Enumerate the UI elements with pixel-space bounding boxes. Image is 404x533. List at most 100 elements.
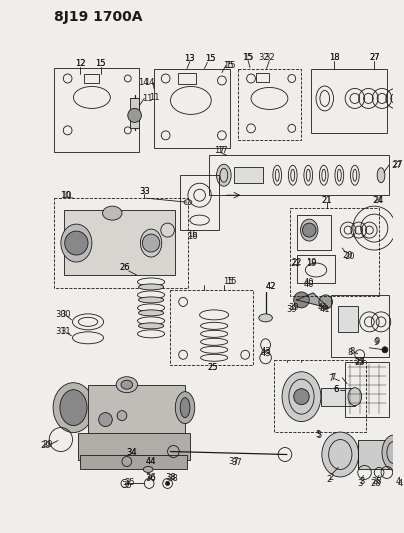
Polygon shape [297,293,328,308]
Bar [338,306,358,332]
Text: 23: 23 [354,358,365,367]
Text: 9: 9 [375,337,380,346]
Text: 27: 27 [369,53,380,62]
Ellipse shape [141,229,162,257]
Bar [64,210,175,275]
Text: 17: 17 [217,146,227,155]
Bar [345,362,389,417]
Text: 16: 16 [187,231,198,240]
Ellipse shape [175,392,195,424]
Text: 15: 15 [95,59,106,68]
Bar [130,99,139,128]
Text: 9: 9 [374,338,379,348]
Bar [209,155,389,195]
Circle shape [142,234,160,252]
Text: 24: 24 [374,196,384,205]
Ellipse shape [180,398,190,417]
Text: 7: 7 [330,373,335,382]
Text: 22: 22 [291,257,302,266]
Circle shape [294,292,309,308]
Text: 27: 27 [393,160,403,169]
Text: 5: 5 [316,430,321,439]
Text: 6: 6 [334,385,339,394]
Text: 24: 24 [372,196,383,205]
Text: 15: 15 [205,54,215,63]
Ellipse shape [259,314,272,322]
Text: 27: 27 [392,161,402,170]
Text: 13: 13 [185,54,195,63]
Text: 43: 43 [260,348,271,356]
Text: 20: 20 [343,251,354,260]
Bar [54,68,139,152]
Text: 15: 15 [243,53,253,62]
Circle shape [117,410,127,421]
Text: 29: 29 [40,441,50,450]
Ellipse shape [143,466,153,472]
Circle shape [128,108,141,123]
Ellipse shape [322,432,359,477]
Ellipse shape [139,297,164,303]
Bar [290,208,379,296]
Bar [297,215,330,250]
Text: 38: 38 [167,474,178,483]
Text: 11: 11 [142,94,152,103]
Bar [234,167,263,183]
Bar [256,72,269,83]
Text: 15: 15 [223,278,234,286]
Ellipse shape [382,435,404,470]
Text: 12: 12 [75,59,86,68]
Text: 38: 38 [165,473,176,482]
Text: 25: 25 [207,363,217,372]
Text: 8J19 1700A: 8J19 1700A [54,10,143,23]
Ellipse shape [61,224,92,262]
Text: 14: 14 [138,78,148,87]
Text: 20: 20 [345,252,355,261]
Bar [178,72,196,84]
Text: 13: 13 [185,54,195,63]
Text: 41: 41 [320,305,330,314]
Text: 15: 15 [223,61,234,70]
Text: 28: 28 [372,477,383,486]
Text: 17: 17 [214,146,224,155]
Bar [311,69,387,133]
Text: 8: 8 [349,348,355,356]
Ellipse shape [53,383,94,433]
Bar [238,69,301,140]
Text: 26: 26 [120,263,130,272]
Text: 4: 4 [398,479,403,488]
Ellipse shape [103,206,122,220]
Bar [154,69,230,148]
Text: 34: 34 [126,448,137,457]
Text: 27: 27 [369,53,380,62]
Text: 22: 22 [290,259,301,268]
Text: 2: 2 [328,473,333,482]
Text: 44: 44 [146,457,156,466]
Text: 21: 21 [322,196,332,205]
Text: 32: 32 [258,53,269,62]
Text: 40: 40 [304,280,314,289]
Ellipse shape [139,323,164,329]
Circle shape [382,347,388,353]
Bar [78,433,190,461]
Ellipse shape [60,390,87,425]
Text: 36: 36 [146,474,156,483]
Text: 15: 15 [226,278,237,286]
Text: 39: 39 [286,305,297,314]
Circle shape [65,231,88,255]
Text: 11: 11 [149,93,160,102]
Text: 4: 4 [396,477,401,486]
Text: 28: 28 [370,479,381,488]
Bar [297,255,335,283]
Text: 30: 30 [60,310,71,319]
Text: 15: 15 [205,54,215,63]
Text: 26: 26 [120,263,130,272]
Ellipse shape [116,377,137,393]
Bar [330,295,389,357]
Text: 10: 10 [61,191,72,200]
Text: 40: 40 [304,278,314,287]
Ellipse shape [301,219,318,241]
Text: 14: 14 [144,78,154,87]
Circle shape [294,389,309,405]
Text: 15: 15 [225,61,236,70]
Text: 43: 43 [260,349,271,358]
